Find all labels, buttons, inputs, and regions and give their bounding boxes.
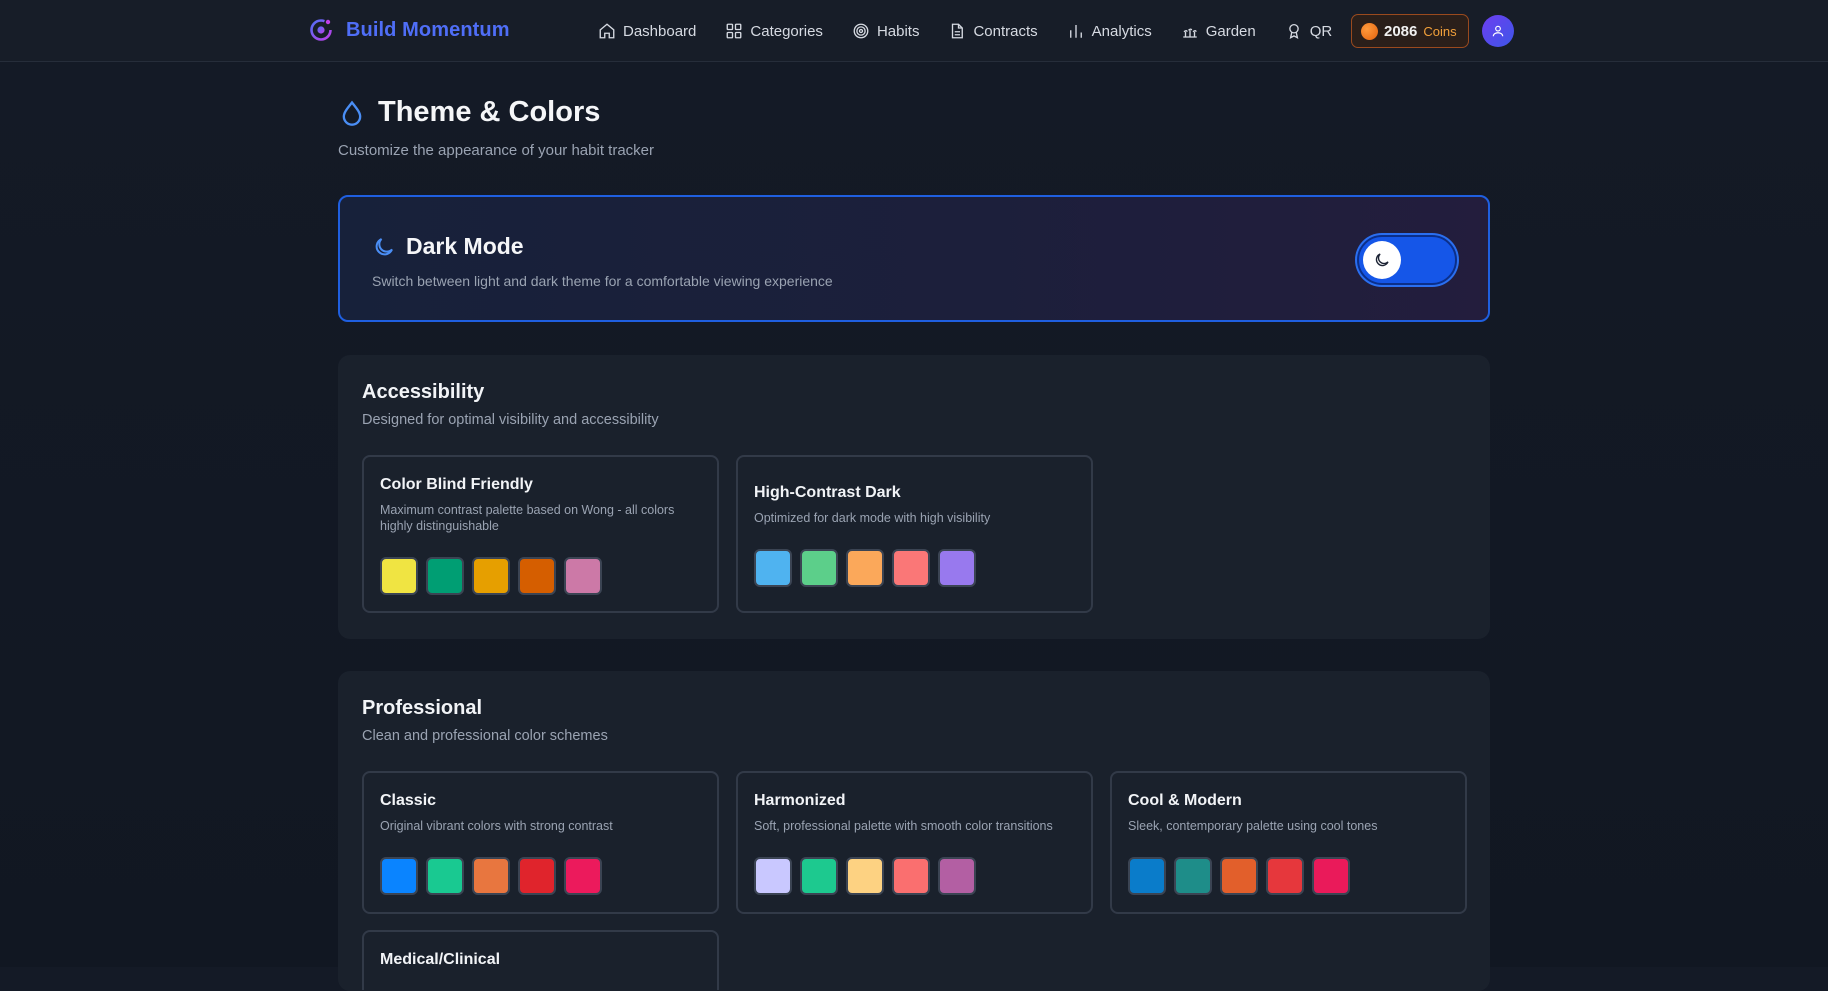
section-subtitle: Designed for optimal visibility and acce… bbox=[362, 412, 659, 428]
theme-name: Harmonized bbox=[754, 792, 846, 809]
color-swatch bbox=[380, 857, 418, 895]
brand-link[interactable]: Build Momentum bbox=[308, 17, 510, 43]
nav-item-label: Analytics bbox=[1091, 22, 1152, 40]
color-swatch bbox=[754, 857, 792, 895]
color-swatch bbox=[938, 549, 976, 587]
color-swatch bbox=[426, 557, 464, 595]
color-swatch bbox=[564, 557, 602, 595]
color-swatches bbox=[754, 857, 976, 895]
color-swatch bbox=[938, 857, 976, 895]
user-avatar-button[interactable] bbox=[1482, 15, 1514, 47]
theme-card-harmonized[interactable]: Harmonized Soft, professional palette wi… bbox=[736, 771, 1093, 914]
theme-card-high-contrast-dark[interactable]: High-Contrast Dark Optimized for dark mo… bbox=[736, 455, 1093, 613]
theme-description: Original vibrant colors with strong cont… bbox=[380, 819, 613, 833]
nav-item-dashboard[interactable]: Dashboard bbox=[598, 18, 696, 44]
theme-name: Classic bbox=[380, 792, 437, 809]
droplet-icon bbox=[342, 100, 362, 126]
target-icon bbox=[853, 23, 869, 39]
color-swatch bbox=[426, 857, 464, 895]
nav-item-label: Garden bbox=[1205, 22, 1256, 40]
nav-item-label: Habits bbox=[876, 22, 920, 40]
nav-menu: Dashboard Categories Habits Contracts An… bbox=[598, 18, 1361, 44]
section-subtitle: Clean and professional color schemes bbox=[362, 728, 608, 744]
theme-name: High-Contrast Dark bbox=[754, 484, 901, 501]
theme-name: Cool & Modern bbox=[1128, 792, 1242, 809]
section-title: Accessibility bbox=[362, 381, 485, 403]
garden-icon bbox=[1182, 28, 1197, 38]
nav-item-label: QR bbox=[1309, 22, 1333, 40]
nav-item-categories[interactable]: Categories bbox=[725, 18, 823, 44]
nav-item-label: Categories bbox=[750, 22, 823, 40]
coins-badge[interactable]: 2086 Coins bbox=[1351, 14, 1469, 48]
moon-icon bbox=[1375, 253, 1389, 267]
color-swatch bbox=[472, 557, 510, 595]
theme-card-cool-modern[interactable]: Cool & Modern Sleek, contemporary palett… bbox=[1110, 771, 1467, 914]
brand-name: Build Momentum bbox=[346, 18, 510, 41]
color-swatch bbox=[892, 549, 930, 587]
section-title: Professional bbox=[362, 697, 483, 719]
nav-item-label: Dashboard bbox=[623, 22, 697, 40]
color-swatches bbox=[380, 557, 602, 595]
color-swatch bbox=[754, 549, 792, 587]
nav-item-label: Contracts bbox=[973, 22, 1038, 40]
professional-section: Professional Clean and professional colo… bbox=[338, 671, 1490, 991]
color-swatch bbox=[472, 857, 510, 895]
color-swatch bbox=[518, 857, 556, 895]
nav-item-contracts[interactable]: Contracts bbox=[948, 18, 1038, 44]
color-swatch bbox=[846, 857, 884, 895]
brand-logo-icon bbox=[310, 19, 332, 41]
page-header: Theme & Colors Customize the appearance … bbox=[338, 96, 654, 159]
color-swatch bbox=[1266, 857, 1304, 895]
nav-item-garden[interactable]: Garden bbox=[1181, 18, 1256, 44]
dark-mode-toggle[interactable] bbox=[1357, 235, 1457, 285]
coin-count: 2086 bbox=[1384, 22, 1418, 40]
color-swatches bbox=[380, 857, 602, 895]
document-icon bbox=[952, 23, 964, 39]
page-subtitle: Customize the appearance of your habit t… bbox=[338, 142, 655, 159]
color-swatch bbox=[800, 549, 838, 587]
color-swatches bbox=[1128, 857, 1350, 895]
home-icon bbox=[599, 23, 615, 39]
color-swatch bbox=[1128, 857, 1166, 895]
theme-card-classic[interactable]: Classic Original vibrant colors with str… bbox=[362, 771, 719, 914]
nav-item-analytics[interactable]: Analytics bbox=[1067, 18, 1152, 44]
coin-icon bbox=[1361, 22, 1378, 40]
theme-card-medical-clinical[interactable]: Medical/Clinical bbox=[362, 930, 719, 990]
color-swatch bbox=[846, 549, 884, 587]
color-swatch bbox=[800, 857, 838, 895]
user-icon bbox=[1492, 25, 1504, 37]
coin-label: Coins bbox=[1423, 23, 1457, 39]
theme-card-color-blind-friendly[interactable]: Color Blind Friendly Maximum contrast pa… bbox=[362, 455, 719, 613]
color-swatch bbox=[1220, 857, 1258, 895]
page-title: Theme & Colors bbox=[378, 96, 601, 128]
theme-description: Maximum contrast palette based on Wong -… bbox=[380, 503, 675, 533]
dark-mode-title: Dark Mode bbox=[406, 233, 524, 259]
grid-icon bbox=[726, 23, 742, 39]
color-swatch bbox=[380, 557, 418, 595]
theme-description: Sleek, contemporary palette using cool t… bbox=[1128, 819, 1378, 833]
award-icon bbox=[1288, 23, 1299, 40]
theme-description: Soft, professional palette with smooth c… bbox=[754, 819, 1053, 833]
color-swatch bbox=[564, 857, 602, 895]
top-navbar: Build Momentum Dashboard Categories Habi… bbox=[0, 0, 1828, 62]
toggle-knob bbox=[1363, 241, 1401, 279]
color-swatch bbox=[892, 857, 930, 895]
bar-chart-icon bbox=[1069, 25, 1082, 38]
accessibility-section: Accessibility Designed for optimal visib… bbox=[338, 355, 1490, 639]
color-swatch bbox=[1312, 857, 1350, 895]
nav-item-habits[interactable]: Habits bbox=[852, 18, 920, 44]
theme-name: Medical/Clinical bbox=[380, 951, 501, 968]
color-swatches bbox=[754, 549, 976, 587]
dark-mode-description: Switch between light and dark theme for … bbox=[372, 273, 833, 289]
moon-icon bbox=[375, 237, 393, 255]
nav-item-qr[interactable]: QR bbox=[1285, 18, 1333, 44]
theme-name: Color Blind Friendly bbox=[380, 476, 533, 493]
dark-mode-card: Dark Mode Switch between light and dark … bbox=[338, 195, 1490, 322]
color-swatch bbox=[1174, 857, 1212, 895]
color-swatch bbox=[518, 557, 556, 595]
theme-description: Optimized for dark mode with high visibi… bbox=[754, 511, 991, 525]
